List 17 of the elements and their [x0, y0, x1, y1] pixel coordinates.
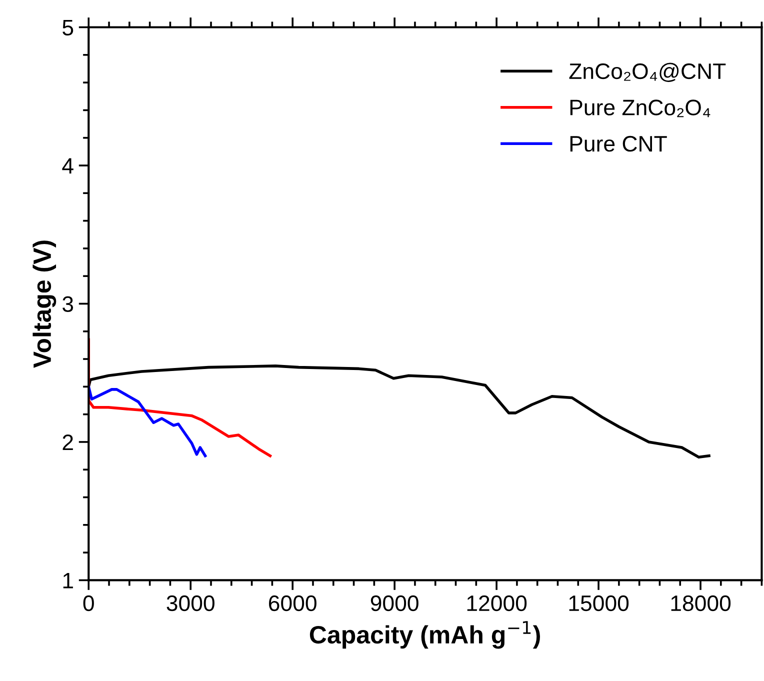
y-tick-label: 2	[62, 434, 73, 450]
legend-label: Pure CNT	[570, 136, 667, 152]
y-tick-label: 5	[62, 20, 74, 36]
x-tick-label: 15000	[569, 595, 629, 612]
legend-label: ZnCo₂O₄@CNT	[569, 62, 726, 82]
x-tick-label: 9000	[370, 595, 418, 612]
legend-label: Pure ZnCo₂O₄	[570, 100, 710, 118]
y-tick-label: 3	[62, 296, 74, 312]
x-tick-label: 12000	[467, 595, 527, 612]
x-axis-title: Capacity (mAh g$^{−1}$)	[310, 621, 540, 649]
x-tick-label: 3000	[166, 595, 214, 612]
y-tick-label: 4	[62, 158, 74, 174]
y-tick-label: 1	[63, 572, 73, 588]
x-tick-label: 6000	[269, 595, 316, 612]
y-axis-title: Voltage (V)	[32, 240, 56, 368]
x-tick-label: 18000	[671, 595, 731, 612]
x-tick-label: 0	[83, 595, 94, 612]
